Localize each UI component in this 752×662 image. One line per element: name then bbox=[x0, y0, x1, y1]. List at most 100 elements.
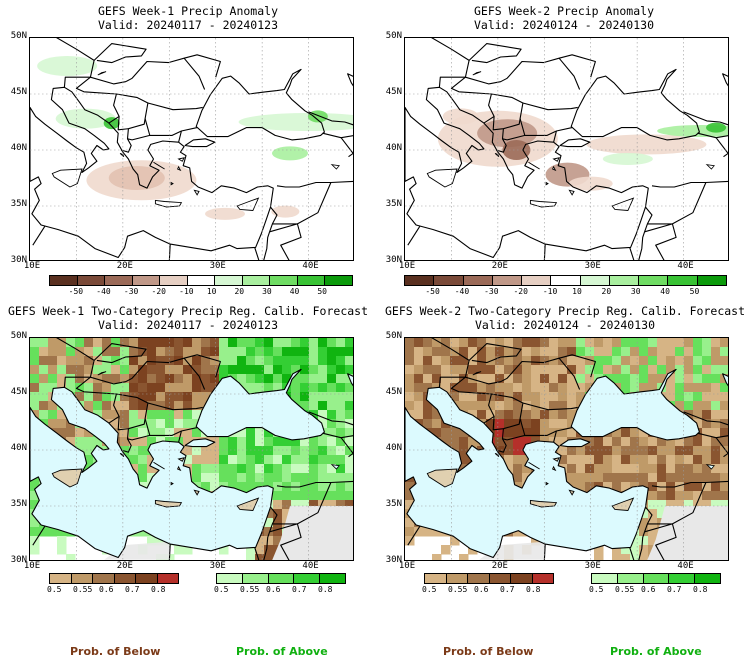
latitude-label: 40N bbox=[10, 143, 27, 153]
country-border bbox=[450, 76, 495, 124]
country-border bbox=[308, 411, 353, 426]
country-border bbox=[90, 357, 206, 390]
country-border bbox=[254, 247, 260, 260]
colorbar-swatch bbox=[609, 276, 640, 285]
country-border bbox=[254, 547, 260, 560]
colorbar-swatch bbox=[463, 276, 493, 285]
longitude-label: 20E bbox=[491, 261, 508, 271]
colorbar-swatch bbox=[93, 574, 115, 583]
longitude-label: 20E bbox=[116, 261, 133, 271]
island bbox=[153, 461, 165, 470]
country-border bbox=[272, 482, 332, 525]
country-border bbox=[522, 402, 578, 411]
country-border bbox=[629, 547, 635, 560]
country-border bbox=[644, 223, 677, 260]
longitude-label: 40E bbox=[302, 261, 319, 271]
latitude-label: 50N bbox=[385, 31, 402, 41]
week1-probability-map bbox=[29, 337, 354, 561]
colorbar-swatch bbox=[320, 574, 345, 583]
colorbar-swatch bbox=[132, 276, 161, 285]
island bbox=[568, 189, 575, 196]
colorbar-tick-label: -50 bbox=[425, 287, 440, 296]
colorbar-tick-label: 0.6 bbox=[99, 585, 114, 594]
country-border bbox=[144, 118, 198, 136]
colorbar-swatch bbox=[511, 574, 533, 583]
island bbox=[528, 461, 540, 470]
sea-black bbox=[570, 368, 700, 441]
island bbox=[552, 165, 557, 172]
colorbar-tick-label: 30 bbox=[262, 287, 272, 296]
country-border bbox=[56, 38, 95, 88]
prob-below-label-week1: Prob. of Below bbox=[70, 645, 161, 658]
colorbar-swatch bbox=[468, 574, 490, 583]
colorbar-tick-label: -40 bbox=[96, 287, 111, 296]
colorbar-tick-label: 10 bbox=[206, 287, 217, 296]
country-border bbox=[638, 506, 653, 560]
colorbar-swatch bbox=[270, 276, 298, 285]
longitude-label: 30E bbox=[584, 561, 601, 571]
field-layer bbox=[37, 56, 353, 220]
country-border bbox=[340, 437, 353, 458]
country-border bbox=[90, 57, 206, 90]
colorbar-swatch bbox=[532, 574, 553, 583]
sea-marmara bbox=[559, 138, 591, 148]
country-border bbox=[697, 432, 728, 439]
sea-marmara bbox=[184, 438, 216, 448]
island bbox=[177, 157, 185, 162]
colorbar-tick-label: 20 bbox=[601, 287, 612, 296]
country-border bbox=[558, 354, 596, 378]
latitude-label: 30N bbox=[10, 255, 27, 265]
longitude-label: 20E bbox=[116, 561, 133, 571]
colorbar-tick-label: 0.55 bbox=[73, 585, 93, 594]
country-border bbox=[522, 102, 578, 111]
country-border bbox=[144, 418, 198, 436]
colorbar-swatch bbox=[187, 276, 216, 285]
country-border bbox=[407, 525, 421, 546]
island bbox=[426, 468, 458, 488]
latitude-label: 50N bbox=[10, 31, 27, 41]
colorbar-tick-label: 0.5 bbox=[214, 585, 229, 594]
island bbox=[611, 197, 635, 211]
island bbox=[177, 457, 185, 462]
lake bbox=[705, 164, 715, 170]
latitude-label: 45N bbox=[385, 87, 402, 97]
island bbox=[426, 168, 458, 188]
week2-probability-map bbox=[404, 337, 729, 561]
island bbox=[494, 452, 500, 458]
colorbar-swatch bbox=[325, 276, 353, 285]
map4-svg bbox=[405, 338, 728, 560]
colorbar-swatch bbox=[405, 276, 435, 285]
colorbar-tick-label: 10 bbox=[572, 287, 582, 296]
colorbar-swatch bbox=[160, 276, 188, 285]
country-border bbox=[147, 102, 203, 111]
country-border bbox=[126, 128, 150, 141]
country-border bbox=[465, 57, 581, 90]
colorbar-tick-label: -30 bbox=[123, 287, 139, 296]
country-border bbox=[272, 182, 332, 225]
country-border bbox=[553, 130, 557, 143]
island bbox=[552, 157, 560, 162]
country-border bbox=[697, 132, 728, 139]
latitude-label: 50N bbox=[385, 331, 402, 341]
country-border bbox=[183, 54, 221, 78]
colorbar-tick-label: 0.7 bbox=[292, 585, 307, 594]
colorbar-tick-label: 0.8 bbox=[526, 585, 541, 594]
lake bbox=[97, 71, 107, 76]
colorbar-tick-label: 0.6 bbox=[641, 585, 656, 594]
colorbar-swatch bbox=[217, 574, 243, 583]
colorbar-swatch bbox=[617, 574, 644, 583]
sea-black bbox=[195, 368, 325, 441]
country-border bbox=[431, 338, 470, 388]
colorbar-swatch bbox=[77, 276, 106, 285]
colorbar-swatch bbox=[50, 276, 78, 285]
lake bbox=[472, 371, 482, 376]
prob-below-colorbar-week2 bbox=[424, 573, 554, 584]
country-border bbox=[644, 523, 677, 560]
country-border bbox=[715, 437, 728, 458]
latitude-label: 35N bbox=[385, 499, 402, 509]
island bbox=[119, 152, 125, 158]
longitude-label: 10E bbox=[23, 561, 41, 571]
colorbar-tick-label: -20 bbox=[513, 287, 528, 296]
island bbox=[153, 161, 165, 170]
country-border bbox=[501, 428, 525, 441]
